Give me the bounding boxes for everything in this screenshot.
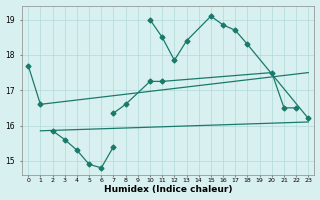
- X-axis label: Humidex (Indice chaleur): Humidex (Indice chaleur): [104, 185, 233, 194]
